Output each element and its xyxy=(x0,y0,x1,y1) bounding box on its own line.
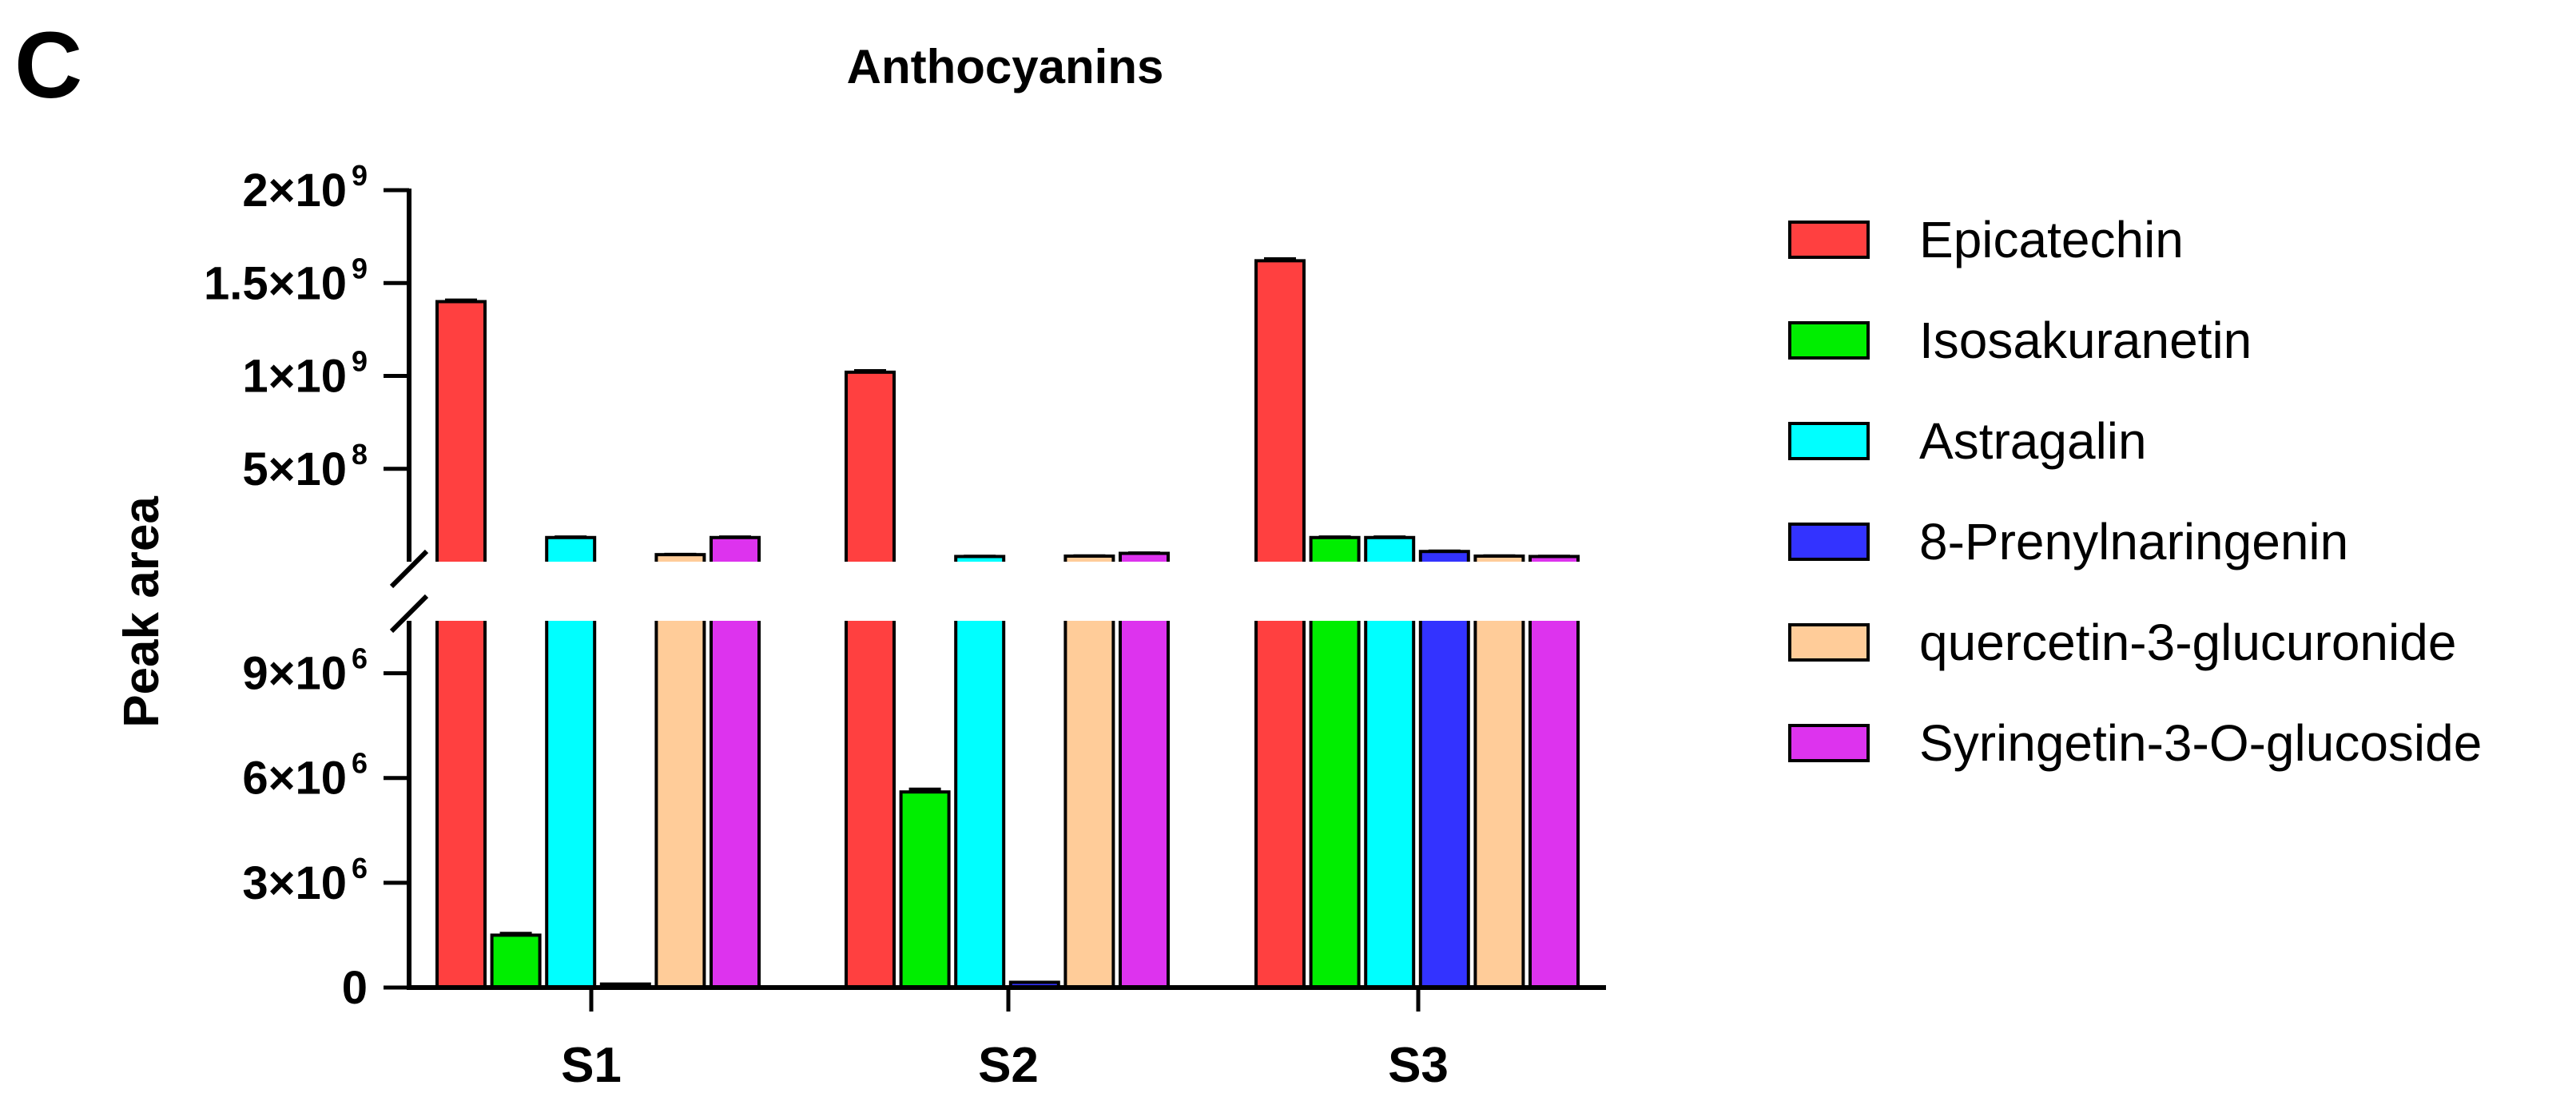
bar-lower-syringetin-3-o-glucoside-s2 xyxy=(1119,611,1170,989)
bar-lower-quercetin-3-glucuronide-s2 xyxy=(1063,611,1115,989)
x-category-s3: S3 xyxy=(1388,1038,1449,1093)
y-tick-label: 1×10 9 xyxy=(242,345,368,403)
bar-lower-quercetin-3-glucuronide-s3 xyxy=(1473,611,1525,989)
y-tick-label: 1.5×10 9 xyxy=(204,252,368,309)
legend-swatch-syringetin-3-o-glucoside xyxy=(1788,724,1870,762)
bars-layer xyxy=(435,257,1580,990)
bar-lower-astragalin-s2 xyxy=(954,611,1006,989)
y-tick-label: 3×10 6 xyxy=(242,852,368,909)
bar-lower-epicatechin-s1 xyxy=(435,611,487,989)
bar-lower-8-prenylnaringenin-s3 xyxy=(1418,611,1470,989)
bar-lower-astragalin-s1 xyxy=(545,611,597,989)
bar-lower-astragalin-s3 xyxy=(1364,611,1416,989)
y-tick-label: 9×10 6 xyxy=(242,642,368,700)
bar-lower-syringetin-3-o-glucoside-s1 xyxy=(710,611,761,989)
legend-label-quercetin-3-glucuronide: quercetin-3-glucuronide xyxy=(1919,614,2456,671)
chart-title: Anthocyanins xyxy=(847,40,1164,93)
y-ticks-layer: 0 3×10 6 6×10 6 9×10 6 5×10 8 1×10 9 1.5×10 9 2×10 9 xyxy=(204,159,409,1014)
x-category-s1: S1 xyxy=(561,1038,622,1093)
legend-swatch-8-prenylnaringenin xyxy=(1788,523,1870,561)
legend-label-syringetin-3-o-glucoside: Syringetin-3-O-glucoside xyxy=(1919,714,2482,772)
panel-label: C xyxy=(14,13,82,118)
legend-swatch-quercetin-3-glucuronide xyxy=(1788,623,1870,662)
legend-swatch-astragalin xyxy=(1788,422,1870,460)
legend-label-isosakuranetin: Isosakuranetin xyxy=(1919,312,2252,369)
bar-lower-isosakuranetin-s3 xyxy=(1309,611,1361,989)
y-tick-label: 6×10 6 xyxy=(242,747,368,805)
bar-lower-quercetin-3-glucuronide-s1 xyxy=(654,611,706,989)
axis-break-gap xyxy=(384,562,1630,621)
bar-upper-epicatechin-s1 xyxy=(435,300,487,571)
legend-label-8-prenylnaringenin: 8-Prenylnaringenin xyxy=(1919,513,2348,570)
bar-lower-epicatechin-s3 xyxy=(1254,611,1306,989)
legend-label-epicatechin: Epicatechin xyxy=(1919,211,2184,268)
bar-upper-epicatechin-s3 xyxy=(1254,259,1306,571)
bar-lower-epicatechin-s2 xyxy=(845,611,896,989)
legend-label-astragalin: Astragalin xyxy=(1919,412,2147,470)
legend-swatch-epicatechin xyxy=(1788,221,1870,259)
x-categories-layer: S1 S2 S3 xyxy=(561,988,1449,1093)
x-category-s2: S2 xyxy=(978,1038,1039,1093)
break-mark-upper xyxy=(389,549,429,589)
y-tick-label: 5×10 8 xyxy=(242,438,368,495)
y-tick-label: 2×10 9 xyxy=(242,159,368,217)
bar-isosakuranetin-s2 xyxy=(899,790,951,990)
bar-upper-epicatechin-s2 xyxy=(845,370,896,571)
y-axis-label: Peak area xyxy=(114,496,169,728)
bar-isosakuranetin-s1 xyxy=(490,933,542,990)
legend: Epicatechin Isosakuranetin Astragalin 8-Pre… xyxy=(1788,211,2482,772)
bar-lower-syringetin-3-o-glucoside-s3 xyxy=(1529,611,1580,989)
legend-swatch-isosakuranetin xyxy=(1788,321,1870,360)
break-mark-lower xyxy=(389,594,429,634)
y-tick-label: 0 xyxy=(342,962,368,1014)
